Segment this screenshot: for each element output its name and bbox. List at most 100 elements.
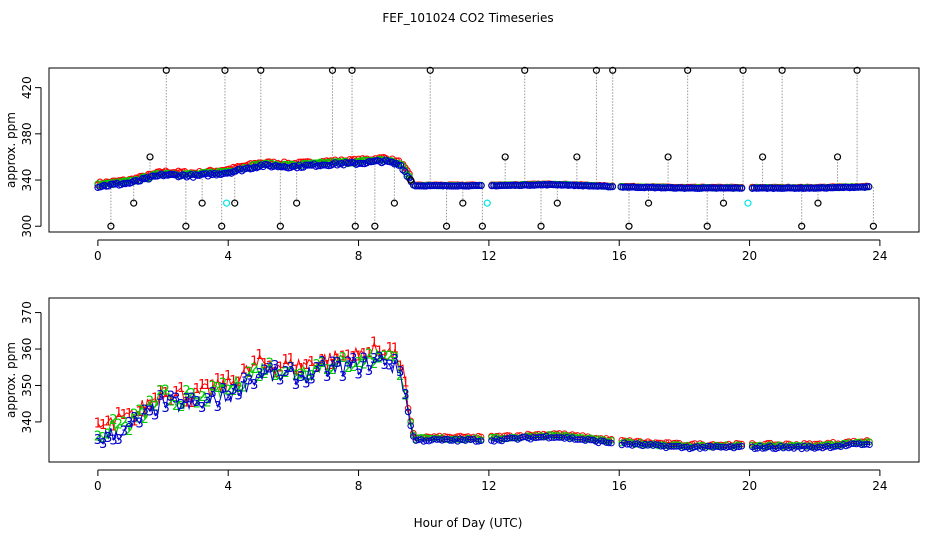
bottom-series-1-label: 1 xyxy=(99,418,107,433)
bottom-series-3-label: 3 xyxy=(318,355,326,370)
bottom-series-1-label: 1 xyxy=(318,353,326,368)
top-y-tick-label: 380 xyxy=(20,122,34,145)
bottom-series-2-label: 2 xyxy=(219,376,227,391)
bottom-series-1-label: 1 xyxy=(396,360,404,375)
top-series-3-point xyxy=(473,182,481,190)
bottom-series-2-label: 2 xyxy=(115,418,123,433)
outlier-point xyxy=(442,222,451,230)
outlier-point xyxy=(703,222,711,230)
top-series-3-point xyxy=(102,182,110,190)
bottom-series-3-label: 3 xyxy=(151,409,159,424)
bottom-series-3-label: 3 xyxy=(323,370,331,385)
bottom-series-1-label: 1 xyxy=(250,355,258,370)
bottom-series-1-label: 1 xyxy=(219,373,227,388)
bottom-series-3-label: 3 xyxy=(313,361,321,376)
outlier-point xyxy=(778,66,786,74)
outlier-point xyxy=(276,222,284,230)
outlier-point xyxy=(573,153,581,161)
outlier-point xyxy=(644,199,653,207)
bottom-series-2-label: 2 xyxy=(167,394,175,409)
bottom-series-2-label: 2 xyxy=(234,381,242,396)
bottom-series-1-label: 1 xyxy=(302,358,310,373)
outlier-point xyxy=(328,66,337,74)
outlier-point xyxy=(798,222,806,230)
outlier-point xyxy=(609,66,617,74)
outlier-point xyxy=(833,153,842,161)
bottom-series-2-label: 2 xyxy=(250,362,258,377)
outlier-point xyxy=(739,66,747,74)
bottom-series-3-label: 3 xyxy=(167,390,175,405)
bottom-series-3-label: 3 xyxy=(276,373,284,388)
bottom-series-2-label: 2 xyxy=(146,395,154,410)
top-y-tick-label: 420 xyxy=(20,76,34,99)
outlier-point xyxy=(146,153,154,161)
top-x-tick-label: 20 xyxy=(742,249,757,263)
bottom-series-2-label: 2 xyxy=(208,380,216,395)
bottom-series-3-label: 3 xyxy=(177,398,185,413)
outlier-point xyxy=(592,66,601,74)
bottom-series-3-label: 3 xyxy=(261,364,269,379)
bottom-series-3-line xyxy=(97,353,482,445)
bottom-series-1-label: 1 xyxy=(334,353,342,368)
bottom-series-3-label: 3 xyxy=(250,378,258,393)
bottom-series-1-label: 1 xyxy=(307,355,315,370)
bottom-series-3-label: 3 xyxy=(360,352,368,367)
outlier-point xyxy=(162,66,170,74)
bottom-series-2-label: 2 xyxy=(135,403,143,418)
bottom-series-1-label: 1 xyxy=(391,342,399,357)
bottom-series-3-label: 3 xyxy=(281,365,289,380)
bottom-series-3-label: 3 xyxy=(354,368,362,383)
bottom-series-1-label: 1 xyxy=(188,396,196,411)
bottom-series-1-label: 1 xyxy=(292,364,300,379)
bottom-series-1-label: 1 xyxy=(182,396,190,411)
top-series-3-point xyxy=(863,183,871,191)
top-series-3-point xyxy=(299,163,307,171)
bottom-series-2-label: 2 xyxy=(104,427,112,442)
outlier-point xyxy=(348,66,356,74)
bottom-series-2-label: 2 xyxy=(360,358,368,373)
outlier-point xyxy=(182,222,190,230)
bottom-series-1-label: 1 xyxy=(193,382,201,397)
outlier-point xyxy=(625,222,633,230)
bottom-series-2-label: 2 xyxy=(130,408,138,423)
outlier-point xyxy=(869,222,877,230)
bottom-series-2-label: 2 xyxy=(297,368,305,383)
bottom-series-2-label: 2 xyxy=(380,350,388,365)
bottom-series-1-label: 1 xyxy=(323,359,331,374)
outlier-point xyxy=(553,199,561,207)
bottom-series-3-point xyxy=(407,422,415,430)
outlier-point xyxy=(537,222,545,230)
top-y-axis-label: approx. ppm xyxy=(4,112,18,188)
bottom-series-2-label: 2 xyxy=(125,424,133,439)
bottom-y-tick-label: 340 xyxy=(20,410,34,433)
bottom-series-2-label: 2 xyxy=(255,370,263,385)
bottom-series-2-label: 2 xyxy=(396,369,404,384)
bottom-series-2-label: 2 xyxy=(276,368,284,383)
bottom-series-1-label: 1 xyxy=(297,362,305,377)
bottom-series-2-label: 2 xyxy=(266,356,274,371)
bottom-series-1-label: 1 xyxy=(276,361,284,376)
bottom-series-1-label: 1 xyxy=(386,341,394,356)
bottom-y-tick-label: 350 xyxy=(20,374,34,397)
top-series-3-point xyxy=(608,183,617,191)
bottom-series-3: 3333333333333333333333333333333333333333… xyxy=(94,351,873,453)
bottom-series-3-label: 3 xyxy=(104,431,112,446)
bottom-series-3-label: 3 xyxy=(203,392,211,407)
outlier-point xyxy=(501,153,509,161)
bottom-series-1-label: 1 xyxy=(130,415,138,430)
bottom-series-1-label: 1 xyxy=(146,398,154,413)
bottom-series-1-label: 1 xyxy=(266,360,274,375)
bottom-series-3-label: 3 xyxy=(266,361,274,376)
top-series-3-point xyxy=(395,161,403,169)
bottom-series-3-point xyxy=(863,440,871,448)
top-panel-frame xyxy=(48,67,920,233)
bottom-series-3-label: 3 xyxy=(99,437,107,452)
bottom-series-2-label: 2 xyxy=(323,363,331,378)
bottom-series-2-label: 2 xyxy=(203,395,211,410)
bottom-series-3-label: 3 xyxy=(339,370,347,385)
top-series-3-point xyxy=(604,183,612,191)
bottom-series-2-label: 2 xyxy=(339,351,347,366)
bottom-series-3-label: 3 xyxy=(234,389,242,404)
bottom-series-1-label: 1 xyxy=(281,353,289,368)
